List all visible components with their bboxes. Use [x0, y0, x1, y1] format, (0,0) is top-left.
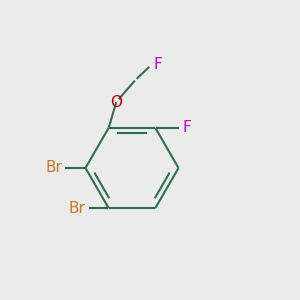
Text: O: O — [110, 95, 122, 110]
Text: Br: Br — [68, 201, 85, 216]
Text: F: F — [182, 120, 191, 135]
Text: F: F — [154, 57, 163, 72]
Text: Br: Br — [45, 160, 62, 175]
